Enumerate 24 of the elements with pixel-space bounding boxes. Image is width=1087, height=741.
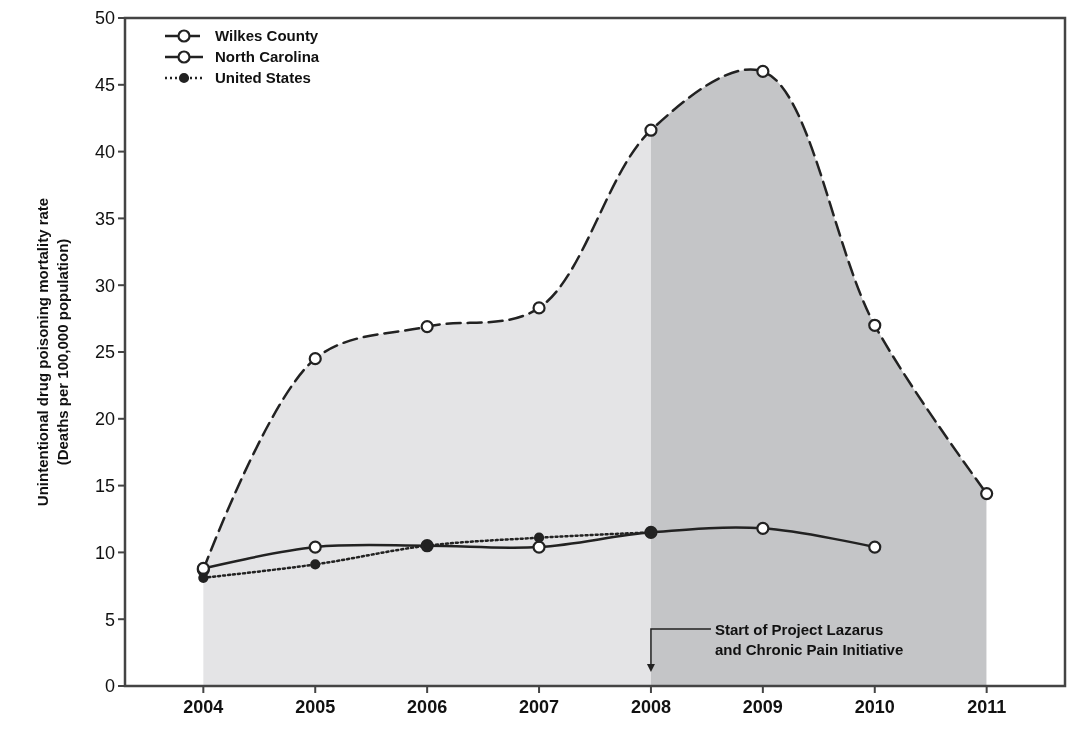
y-tick-label: 5 xyxy=(104,609,115,630)
x-tick-label: 2007 xyxy=(519,697,560,717)
x-tick-label: 2005 xyxy=(295,697,336,717)
y-tick-label: 40 xyxy=(94,141,115,162)
y-tick-label: 20 xyxy=(94,409,115,430)
y-tick-label: 15 xyxy=(94,475,115,496)
x-tick-label: 2010 xyxy=(854,697,895,717)
y-tick-label: 0 xyxy=(104,676,115,697)
y-tick-label: 10 xyxy=(94,542,115,563)
legend-label: Wilkes County xyxy=(215,27,319,45)
y-axis-title: Unintentional drug poisoning mortality rate (Deaths per 100,000 population) xyxy=(34,197,71,507)
band-label: Start of Project Lazarus and Chronic Pain Initiative xyxy=(714,621,904,658)
y-tick-label: 25 xyxy=(94,342,115,363)
x-tick-label: 2008 xyxy=(630,697,671,717)
legend-label: United States xyxy=(215,69,311,87)
y-tick-label: 45 xyxy=(94,75,115,96)
x-tick-label: 2006 xyxy=(407,697,448,717)
y-tick-label: 50 xyxy=(94,8,115,29)
legend-label: North Carolina xyxy=(215,48,320,66)
x-tick-label: 2009 xyxy=(742,697,783,717)
y-tick-label: 30 xyxy=(94,275,115,296)
x-tick-label: 2011 xyxy=(967,697,1007,717)
x-tick-label: 2004 xyxy=(183,697,224,717)
y-tick-label: 35 xyxy=(94,208,115,229)
